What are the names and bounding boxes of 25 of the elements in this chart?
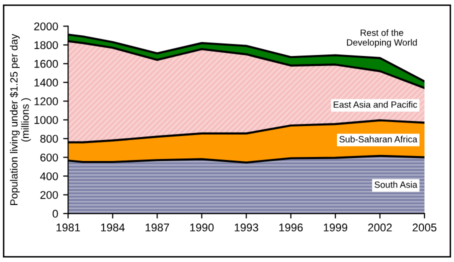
x-tick-label: 1990: [190, 224, 214, 232]
x-tick-label: 2005: [412, 224, 436, 232]
y-tick-label: 1000: [34, 116, 58, 124]
x-tick-label: 1981: [56, 224, 80, 232]
series-label: East Asia and Pacific: [334, 101, 418, 108]
x-tick-label: 1996: [279, 224, 303, 232]
y-tick-label: 1600: [34, 60, 58, 68]
y-tick-label: 600: [40, 154, 58, 162]
series-label: Rest of the Developing World: [347, 29, 417, 48]
y-tick-label: 200: [40, 191, 58, 199]
y-tick-label: 1200: [34, 97, 58, 106]
series-label: Sub-Saharan Africa: [339, 136, 418, 142]
y-tick-label: 2000: [34, 22, 58, 30]
x-tick-label: 1999: [324, 224, 348, 232]
y-tick-label: 800: [40, 134, 58, 143]
x-tick-label: 1987: [146, 224, 169, 232]
x-tick-label: 1984: [101, 224, 125, 232]
y-tick-label: 1800: [34, 41, 58, 50]
y-tick-label: 1400: [34, 78, 58, 87]
x-tick-label: 1993: [234, 224, 258, 232]
y-axis-title: Population living under $1.25 per day (millions ): [10, 34, 31, 206]
series-label: South Asia: [374, 181, 418, 188]
y-tick-label: 400: [40, 172, 58, 180]
y-tick-label: 0: [52, 210, 58, 218]
x-tick-label: 2002: [368, 224, 392, 232]
